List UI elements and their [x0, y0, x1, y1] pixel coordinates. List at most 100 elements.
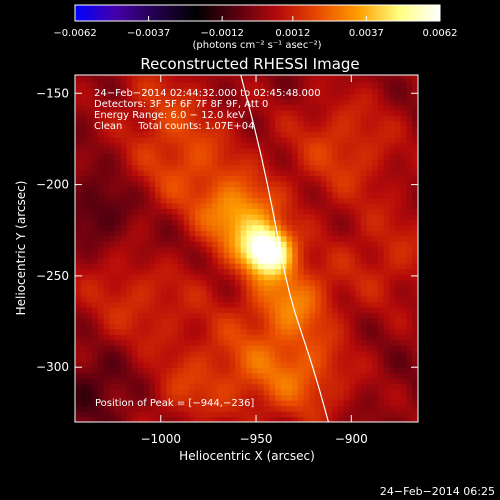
heatmap-cell: [269, 383, 276, 390]
heatmap-cell: [206, 372, 213, 379]
heatmap-cell: [149, 411, 156, 418]
heatmap-cell: [349, 175, 356, 182]
heatmap-cell: [286, 76, 293, 83]
heatmap-cell: [115, 323, 122, 330]
heatmap-cell: [292, 148, 299, 155]
heatmap-cell: [360, 356, 368, 363]
heatmap-cell: [303, 389, 310, 396]
heatmap-cell: [389, 389, 396, 396]
x-axis-tick-labels: −1000 −950 −900: [140, 432, 367, 446]
heatmap-cell: [235, 202, 242, 209]
heatmap-cell: [366, 180, 373, 188]
heatmap-cell: [195, 75, 202, 78]
heatmap-cell: [412, 82, 418, 89]
heatmap-cell: [166, 361, 173, 368]
heatmap-cell: [212, 169, 219, 177]
heatmap-cell: [337, 334, 345, 341]
heatmap-cell: [286, 367, 293, 374]
heatmap-cell: [240, 142, 248, 149]
heatmap-cell: [343, 394, 350, 401]
heatmap-cell: [252, 109, 259, 116]
heatmap-cell: [372, 224, 379, 231]
heatmap-cell: [86, 137, 93, 144]
heatmap-cell: [337, 235, 345, 242]
heatmap-cell: [343, 400, 350, 407]
heatmap-cell: [137, 148, 145, 155]
heatmap-cell: [212, 104, 219, 111]
heatmap-cell: [155, 400, 162, 407]
heatmap-cell: [86, 230, 93, 237]
heatmap-cell: [120, 334, 128, 341]
heatmap-cell: [115, 82, 122, 89]
heatmap-cell: [189, 268, 196, 275]
heatmap-cell: [269, 317, 276, 324]
heatmap-cell: [337, 186, 345, 193]
heatmap-cell: [166, 159, 173, 166]
heatmap-cell: [189, 301, 196, 308]
heatmap-cell: [275, 345, 282, 352]
heatmap-cell: [109, 252, 116, 259]
heatmap-cell: [103, 208, 110, 215]
heatmap-cell: [395, 76, 402, 83]
heatmap-cell: [195, 345, 202, 352]
heatmap-cell: [286, 159, 293, 166]
heatmap-cell: [257, 87, 265, 94]
heatmap-cell: [252, 394, 259, 401]
heatmap-cell: [406, 328, 413, 335]
heatmap-cell: [275, 87, 282, 94]
heatmap-cell: [75, 416, 82, 422]
heatmap-cell: [212, 219, 219, 226]
heatmap-cell: [303, 350, 310, 357]
heatmap-cell: [75, 87, 82, 94]
heatmap-cell: [366, 219, 373, 226]
heatmap-cell: [160, 246, 168, 253]
colorbar: [74, 4, 441, 22]
heatmap-cell: [103, 416, 110, 422]
heatmap-cell: [286, 317, 293, 324]
heatmap-cell: [366, 230, 373, 237]
heatmap-cell: [297, 274, 305, 281]
heatmap-cell: [406, 295, 413, 303]
heatmap-cell: [275, 339, 282, 346]
heatmap-cell: [383, 334, 391, 341]
heatmap-cell: [120, 317, 128, 324]
heatmap-cell: [383, 98, 391, 105]
heatmap-cell: [149, 235, 156, 242]
heatmap-cell: [343, 383, 350, 390]
heatmap-cell: [120, 383, 128, 390]
heatmap-cell: [120, 285, 128, 292]
heatmap-cell: [92, 82, 99, 89]
heatmap-cell: [189, 230, 196, 237]
heatmap-cell: [109, 268, 116, 275]
heatmap-cell: [137, 372, 145, 379]
heatmap-cell: [377, 186, 385, 193]
heatmap-cell: [86, 115, 93, 122]
heatmap-cell: [172, 279, 179, 286]
heatmap-cell: [263, 202, 270, 209]
heatmap-cell: [320, 120, 328, 127]
heatmap-cell: [92, 98, 99, 105]
heatmap-cell: [240, 109, 248, 116]
heatmap-cell: [360, 76, 368, 83]
heatmap-cell: [383, 323, 391, 330]
heatmap-cell: [235, 235, 242, 242]
heatmap-cell: [160, 334, 168, 341]
heatmap-cell: [189, 263, 196, 270]
heatmap-cell: [377, 301, 385, 308]
heatmap-cell: [366, 148, 373, 155]
heatmap-cell: [195, 148, 202, 155]
heatmap-cell: [360, 339, 368, 346]
heatmap-cell: [326, 115, 333, 122]
heatmap-cell: [395, 82, 402, 89]
heatmap-cell: [177, 159, 185, 166]
heatmap-cell: [132, 126, 139, 133]
heatmap-cell: [292, 383, 299, 390]
heatmap-cell: [80, 169, 88, 177]
heatmap-cell: [166, 350, 173, 357]
heatmap-cell: [320, 394, 328, 401]
heatmap-cell: [217, 295, 225, 303]
heatmap-cell: [332, 241, 339, 248]
heatmap-cell: [269, 82, 276, 89]
heatmap-cell: [337, 76, 345, 83]
heatmap-cell: [132, 208, 139, 215]
